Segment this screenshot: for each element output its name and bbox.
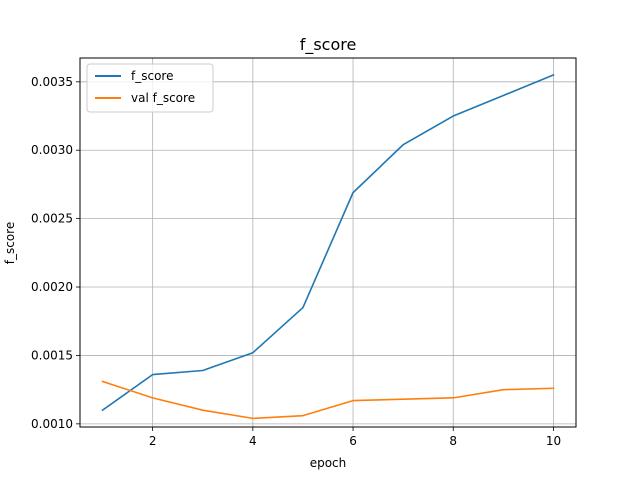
y-axis: 0.0010 0.0015 0.0020 0.0025 0.0030 0.0035 (31, 75, 80, 431)
plot-frame (79, 57, 577, 428)
y-tick-label: 0.0030 (31, 143, 73, 157)
y-tick-label: 0.0010 (31, 417, 73, 431)
y-tick-label: 0.0025 (31, 212, 73, 226)
legend: f_score val f_score (86, 63, 214, 113)
y-tick-label: 0.0035 (31, 75, 73, 89)
series-line-val-f-score (101, 380, 555, 420)
y-axis-label: f_score (3, 222, 17, 264)
x-axis-label: epoch (310, 456, 347, 470)
x-tick-label: 4 (249, 434, 257, 448)
legend-label-val-f-score: val f_score (131, 91, 195, 105)
x-axis: 2 4 6 8 10 (149, 427, 561, 448)
chart-title: f_score (300, 35, 357, 55)
plot-area (80, 58, 576, 427)
x-tick-label: 10 (546, 434, 561, 448)
series-line-f-score (101, 73, 555, 412)
y-tick-label: 0.0015 (31, 348, 73, 362)
x-tick-label: 6 (349, 434, 357, 448)
legend-label-f-score: f_score (131, 69, 173, 83)
y-tick-label: 0.0020 (31, 280, 73, 294)
grid-lines (80, 58, 576, 427)
series-layer (101, 73, 555, 420)
x-tick-label: 2 (149, 434, 157, 448)
x-tick-label: 8 (449, 434, 457, 448)
